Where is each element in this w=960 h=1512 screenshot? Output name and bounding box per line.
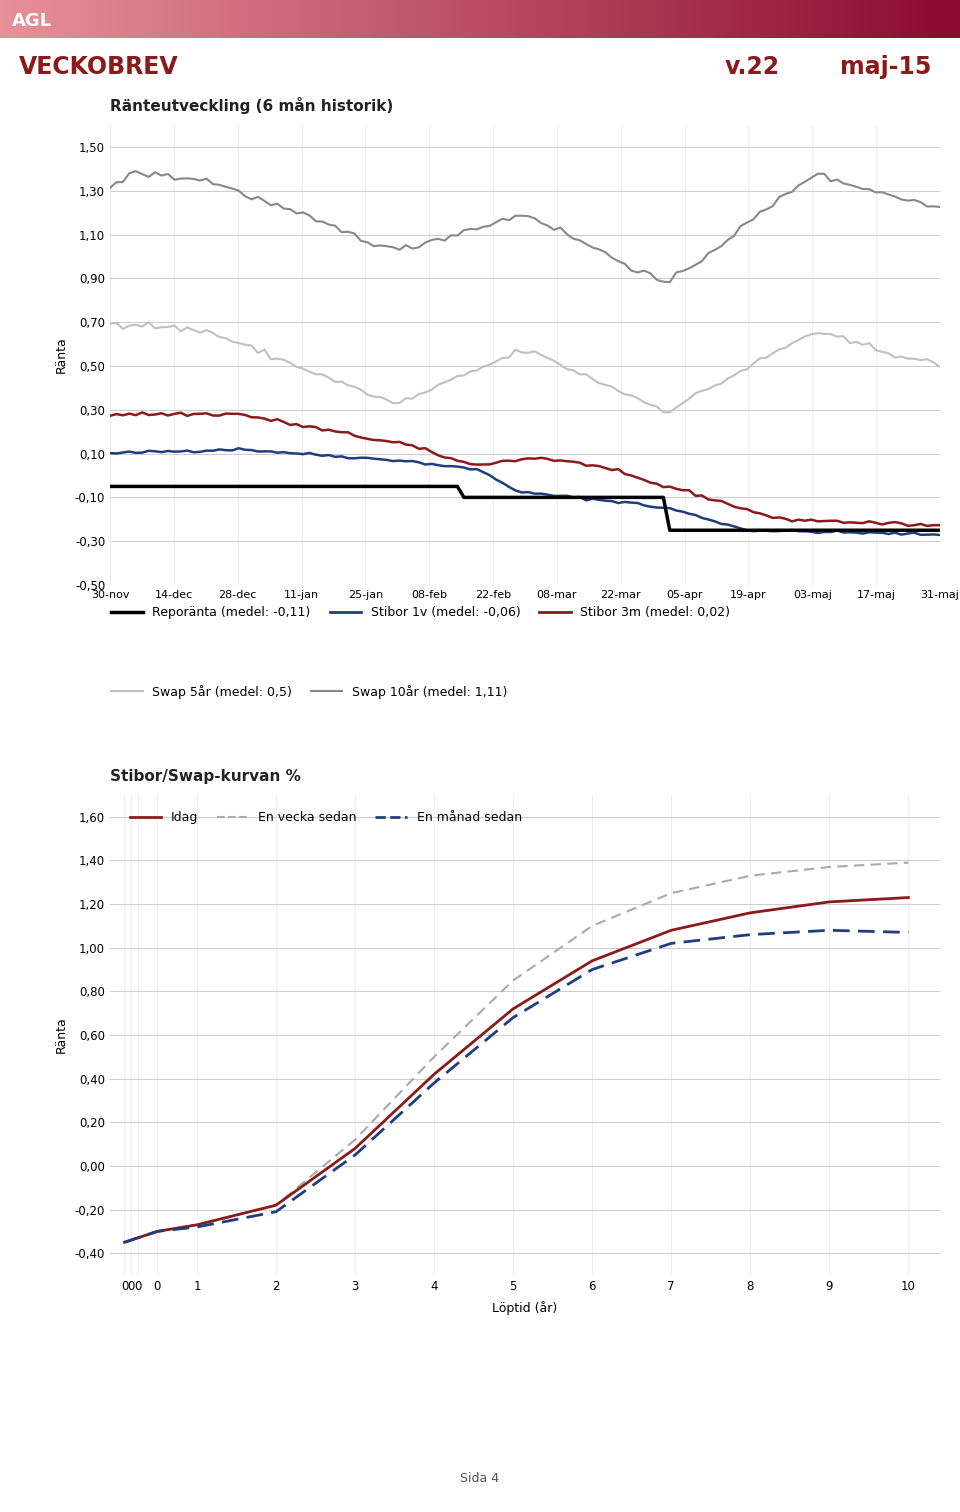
Text: Stibor/Swap-kurvan %: Stibor/Swap-kurvan % bbox=[110, 770, 300, 785]
Text: Sida 4: Sida 4 bbox=[461, 1473, 499, 1485]
Text: VECKOBREV: VECKOBREV bbox=[19, 54, 179, 79]
Legend: Swap 5år (medel: 0,5), Swap 10år (medel: 1,11): Swap 5år (medel: 0,5), Swap 10år (medel:… bbox=[107, 679, 513, 703]
Text: AGL: AGL bbox=[12, 12, 52, 30]
Legend: Idag, En vecka sedan, En månad sedan: Idag, En vecka sedan, En månad sedan bbox=[125, 806, 527, 829]
Text: Ränteutveckling (6 mån historik): Ränteutveckling (6 mån historik) bbox=[110, 97, 394, 113]
Y-axis label: Ränta: Ränta bbox=[55, 1016, 68, 1054]
Text: v.22: v.22 bbox=[725, 54, 780, 79]
X-axis label: Löptid (år): Löptid (år) bbox=[492, 1302, 558, 1315]
Y-axis label: Ränta: Ränta bbox=[55, 337, 68, 373]
Text: maj-15: maj-15 bbox=[840, 54, 931, 79]
